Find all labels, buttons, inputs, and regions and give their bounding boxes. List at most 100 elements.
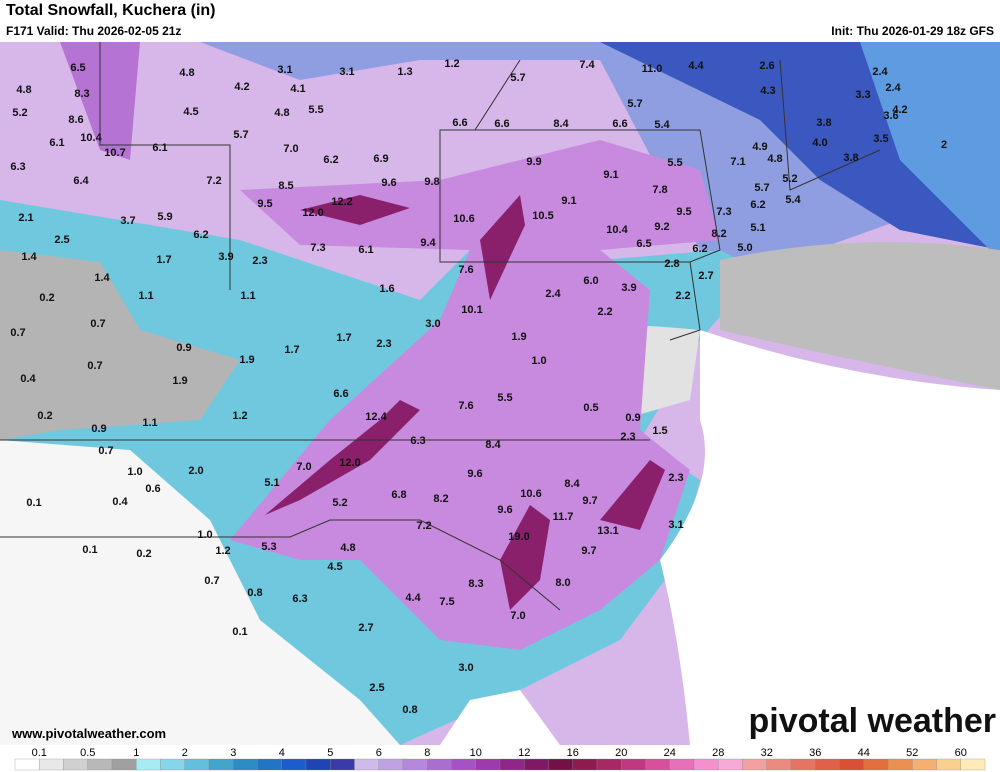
snowfall-label: 1.7 [156, 254, 171, 266]
snowfall-label: 2.1 [18, 212, 33, 224]
snowfall-label: 0.7 [204, 575, 219, 587]
colorbar-swatch [14, 758, 40, 771]
snowfall-label: 2.3 [620, 431, 635, 443]
snowfall-label: 0.4 [20, 373, 36, 385]
snowfall-label: 1.2 [444, 58, 459, 70]
colorbar-swatch [912, 758, 937, 771]
snowfall-label: 0.7 [90, 318, 105, 330]
snowfall-label: 1.7 [336, 332, 351, 344]
colorbar-swatch [548, 758, 573, 771]
colorbar-label: 12 [518, 747, 530, 759]
colorbar-label: 0.1 [32, 747, 47, 759]
snowfall-label: 6.6 [452, 117, 467, 129]
snowfall-label: 3.3 [855, 89, 870, 101]
snowfall-label: 1.1 [240, 290, 255, 302]
colorbar-label: 5 [327, 747, 333, 759]
snowfall-label: 2.2 [675, 290, 690, 302]
snowfall-label: 5.7 [627, 98, 642, 110]
snowfall-label: 8.4 [553, 118, 569, 130]
title: Total Snowfall, Kuchera (in) [6, 2, 216, 19]
snowfall-label: 10.1 [461, 304, 482, 316]
snowfall-label: 5.1 [264, 477, 279, 489]
snowfall-label: 0.9 [176, 342, 191, 354]
snowfall-label: 9.5 [676, 206, 691, 218]
colorbar-swatch [330, 758, 355, 771]
snowfall-label: 0.8 [247, 587, 262, 599]
colorbar-label: 6 [376, 747, 382, 759]
snowfall-label: 10.6 [520, 488, 541, 500]
snowfall-label: 0.2 [136, 548, 151, 560]
snowfall-label: 2.4 [545, 288, 561, 300]
colorbar-label: 2 [182, 747, 188, 759]
snowfall-label: 0.1 [232, 626, 247, 638]
colorbar-label: 32 [761, 747, 773, 759]
snowfall-label: 6.5 [70, 62, 85, 74]
snowfall-label: 2.5 [54, 234, 69, 246]
snowfall-label: 5.9 [157, 211, 172, 223]
snowfall-label: 6.0 [583, 275, 598, 287]
snowfall-label: 1.6 [379, 283, 394, 295]
colorbar-swatch [499, 758, 525, 771]
snowfall-label: 0.7 [87, 360, 102, 372]
snowfall-label: 12.4 [365, 411, 387, 423]
snowfall-label: 8.4 [564, 478, 580, 490]
snowfall-label: 12.2 [331, 196, 352, 208]
snowfall-label: 5.5 [308, 104, 323, 116]
snowfall-label: 4.8 [179, 67, 194, 79]
colorbar-swatch [402, 758, 428, 771]
snowfall-label: 7.0 [296, 461, 311, 473]
snowfall-label: 2.7 [698, 270, 713, 282]
colorbar-swatch [427, 758, 452, 771]
snowfall-label: 6.1 [152, 142, 167, 154]
snowfall-label: 8.0 [555, 577, 570, 589]
snowfall-label: 5.0 [737, 242, 752, 254]
snowfall-label: 7.2 [416, 520, 431, 532]
snowfall-label: 2.2 [597, 306, 612, 318]
colorbar-label: 24 [664, 747, 676, 759]
snowfall-label: 9.7 [582, 495, 597, 507]
snowfall-label: 7.6 [458, 264, 473, 276]
state-borders [0, 42, 881, 611]
colorbar-label: 0.5 [80, 747, 95, 759]
snowfall-label: 9.5 [257, 198, 272, 210]
snowfall-label: 12.0 [302, 207, 323, 219]
snowfall-label: 3.9 [218, 251, 233, 263]
colorbar-label: 4 [279, 747, 285, 759]
snowfall-label: 3.9 [621, 282, 636, 294]
colorbar-label: 44 [858, 747, 870, 759]
colorbar-swatch [596, 758, 622, 771]
snowfall-label: 8.6 [68, 114, 83, 126]
colorbar-swatch [621, 758, 646, 771]
snowfall-label: 12.0 [339, 457, 360, 469]
snowfall-label: 1.1 [138, 290, 153, 302]
snowfall-label: 1.9 [172, 375, 187, 387]
colorbar-label: 16 [567, 747, 579, 759]
colorbar-label: 10 [470, 747, 482, 759]
init-time: Init: Thu 2026-01-29 18z GFS [831, 24, 994, 38]
snowfall-label: 6.3 [410, 435, 425, 447]
snowfall-label: 10.4 [606, 224, 628, 236]
snowfall-label: 7.0 [510, 610, 525, 622]
snowfall-label: 8.3 [74, 88, 89, 100]
snowfall-label: 7.8 [652, 184, 667, 196]
snowfall-label: 7.0 [283, 143, 298, 155]
colorbar-label: 3 [230, 747, 236, 759]
snowfall-label: 2.4 [872, 66, 888, 78]
colorbar-label: 1 [133, 747, 139, 759]
colorbar-label: 60 [955, 747, 967, 759]
snowfall-label: 0.2 [39, 292, 54, 304]
snowfall-label: 3.1 [339, 66, 354, 78]
snowfall-label: 6.2 [750, 199, 765, 211]
snowfall-label: 5.4 [785, 194, 801, 206]
snowfall-label: 0.1 [82, 544, 97, 556]
snowfall-label: 1.9 [239, 354, 254, 366]
snowfall-label: 0.6 [145, 483, 160, 495]
snowfall-label: 8.5 [278, 180, 293, 192]
colorbar-swatch [693, 758, 719, 771]
snowfall-label: 6.9 [373, 153, 388, 165]
colorbar-swatch [136, 758, 161, 771]
snowfall-label: 6.3 [10, 161, 25, 173]
colorbar-swatch [257, 758, 282, 771]
snowfall-label: 6.6 [494, 118, 509, 130]
